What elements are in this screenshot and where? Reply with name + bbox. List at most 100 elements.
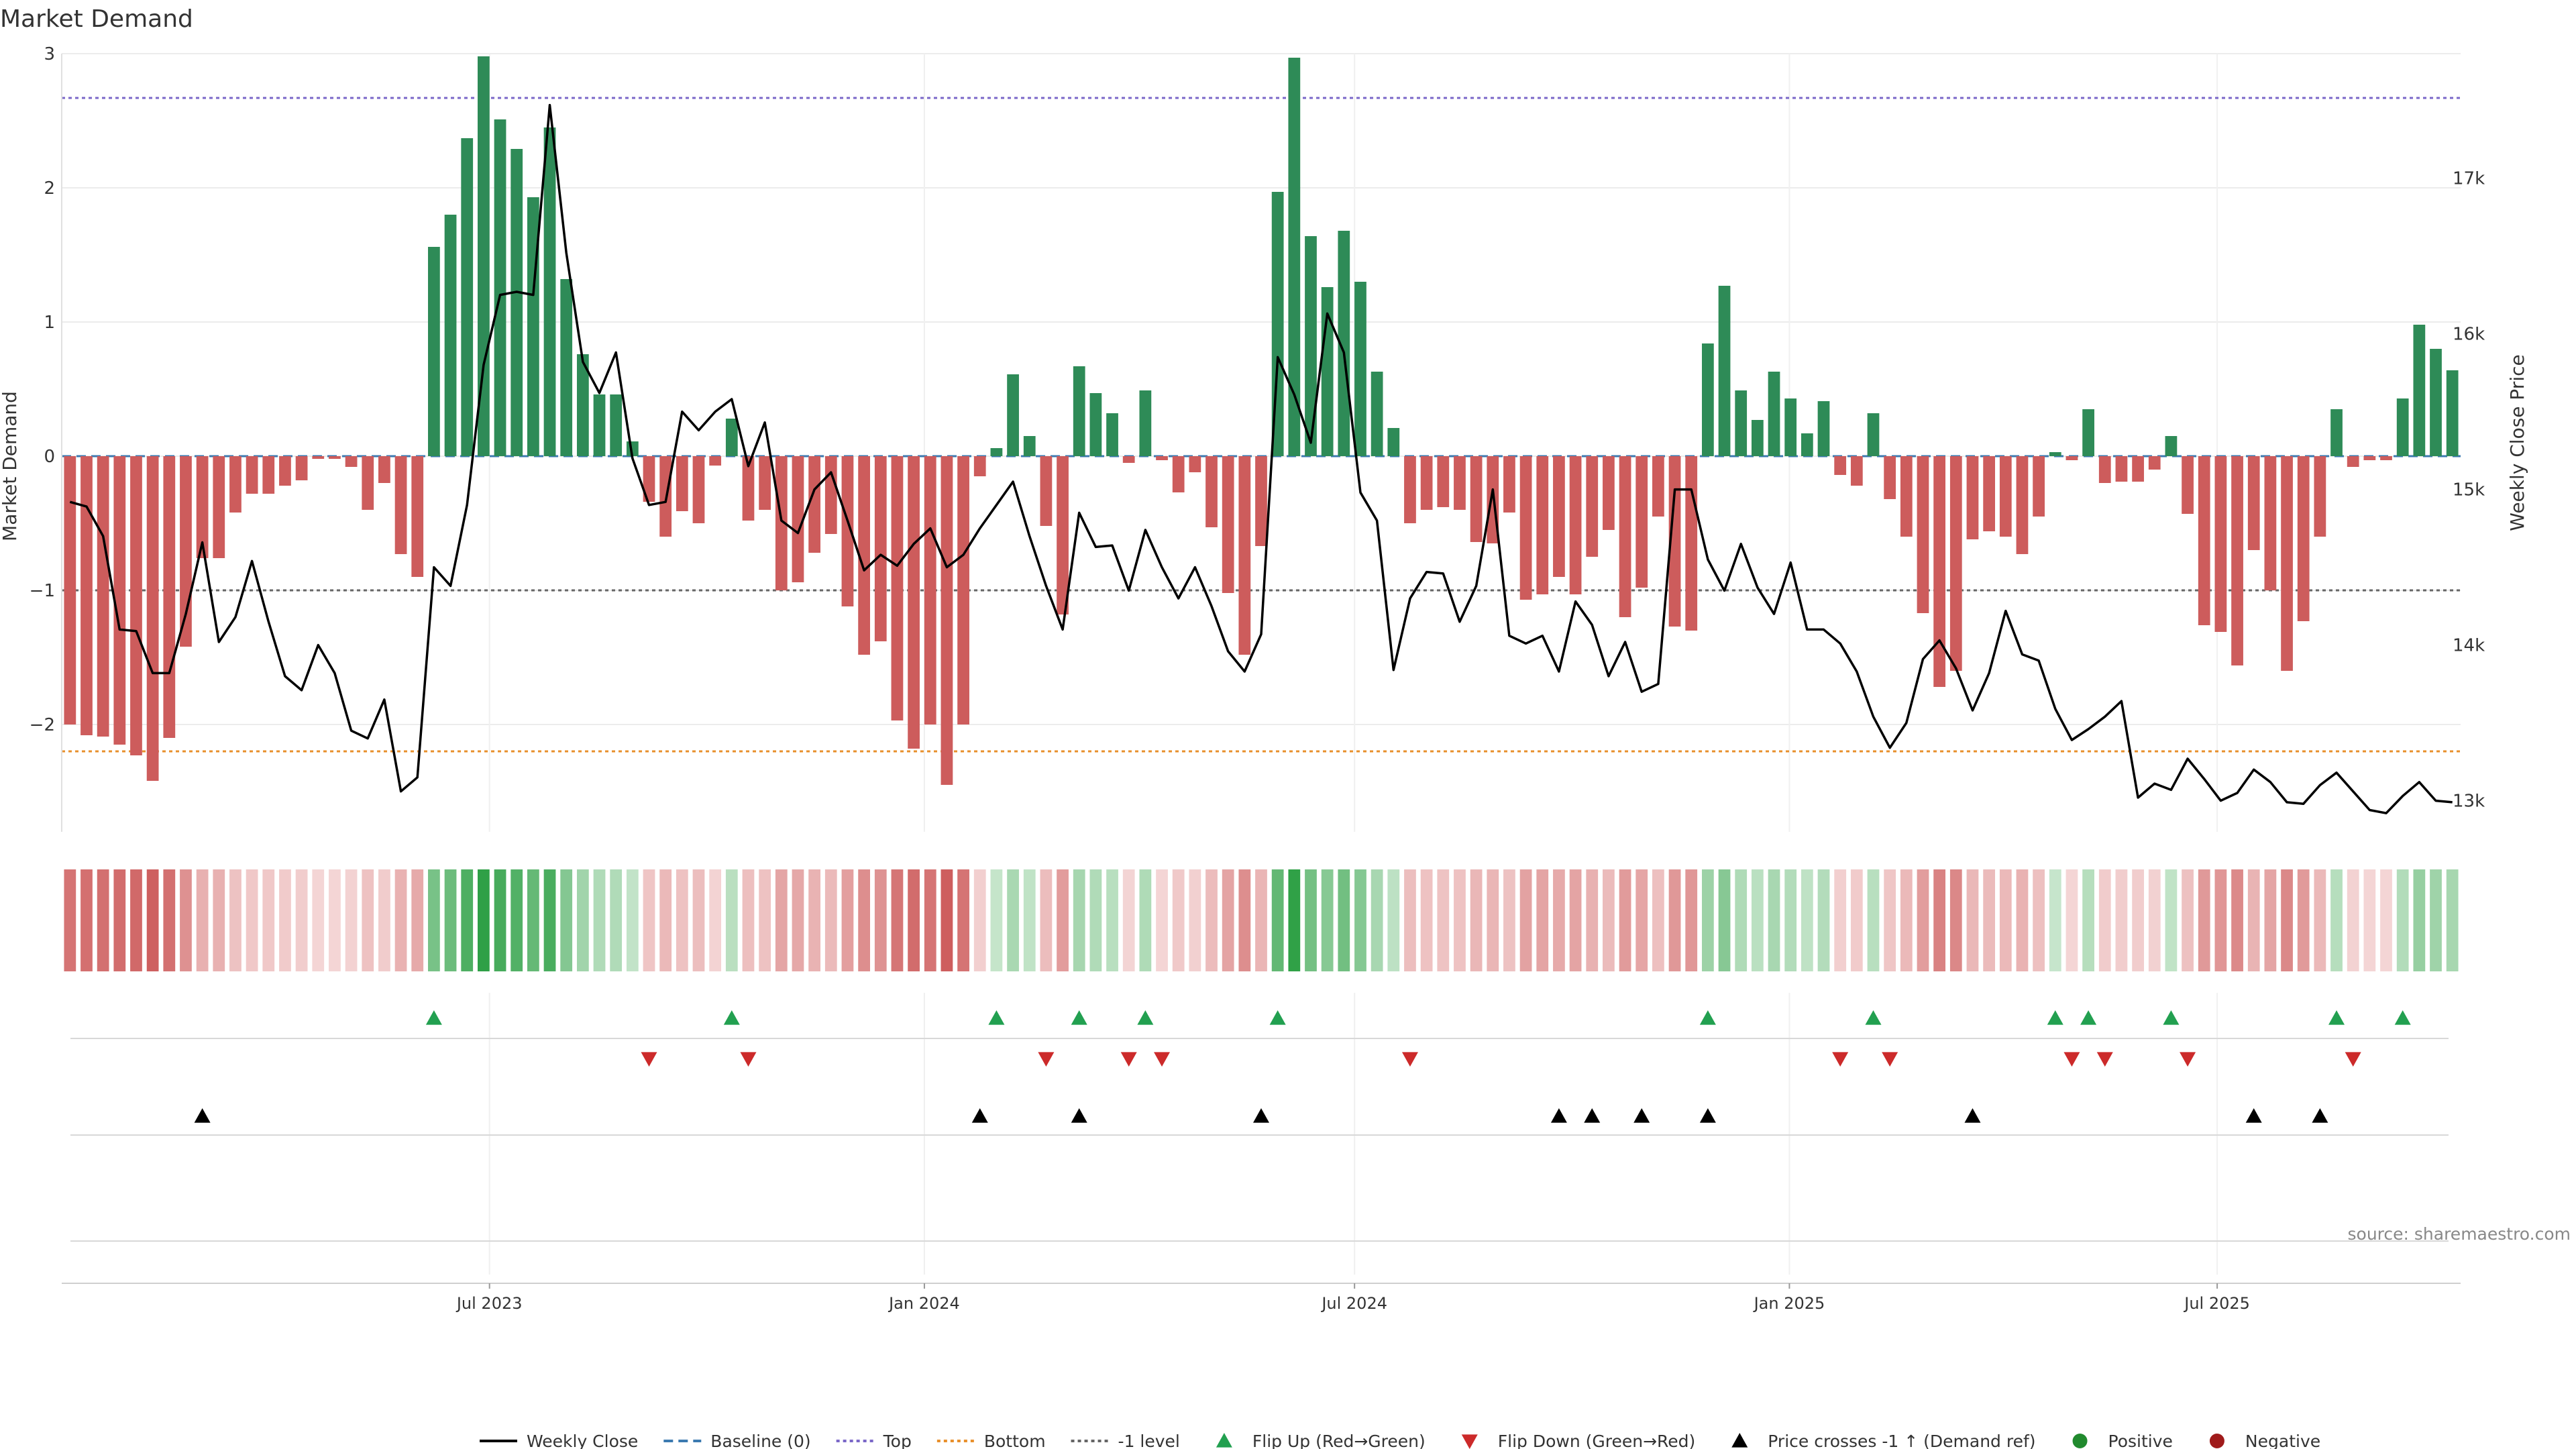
heat-cell — [1900, 869, 1913, 971]
heat-cell — [2033, 869, 2045, 971]
demand-bar — [2446, 370, 2459, 456]
heat-cell — [1867, 869, 1880, 971]
flip-up-marker — [1865, 1010, 1882, 1025]
cross-marker — [2312, 1108, 2328, 1123]
cross-marker — [1633, 1108, 1650, 1123]
legend-swatch-triangle-up — [1216, 1433, 1232, 1448]
demand-bar — [1817, 401, 1830, 456]
heat-cell — [1999, 869, 2012, 971]
heat-cell — [1057, 869, 1069, 971]
demand-bar — [1189, 456, 1201, 472]
flip-down-marker — [1401, 1052, 1418, 1067]
flip-up-marker — [1071, 1010, 1087, 1025]
heat-cell — [1073, 869, 1085, 971]
demand-bar — [1652, 456, 1664, 517]
demand-bar — [1454, 456, 1466, 510]
legend-swatch-triangle-down — [1461, 1434, 1478, 1449]
legend-item: -1 level — [1071, 1432, 1180, 1449]
flip-up-marker — [2163, 1010, 2180, 1025]
demand-bar — [2082, 409, 2094, 456]
flip-up-marker — [1269, 1010, 1286, 1025]
demand-bar — [262, 456, 275, 494]
heat-cell — [1536, 869, 1549, 971]
demand-bar — [543, 127, 556, 456]
demand-bar — [1089, 393, 1102, 456]
flip-markers — [70, 1010, 2449, 1067]
demand-bar — [2264, 456, 2277, 590]
heat-cell — [1338, 869, 1350, 971]
flip-down-marker — [740, 1052, 757, 1067]
demand-bar — [1470, 456, 1483, 542]
heat-cell — [2297, 869, 2310, 971]
demand-bar — [461, 138, 474, 456]
demand-bar — [973, 456, 986, 476]
heat-cell — [908, 869, 920, 971]
heat-cell — [1884, 869, 1896, 971]
heat-cell — [543, 869, 556, 971]
demand-bar — [2396, 398, 2409, 456]
demand-bar — [908, 456, 920, 749]
demand-bar — [246, 456, 258, 494]
heat-cell — [1850, 869, 1863, 971]
heat-cell — [1553, 869, 1565, 971]
demand-bar — [2247, 456, 2260, 550]
flip-up-marker — [723, 1010, 740, 1025]
demand-bar — [1668, 456, 1681, 627]
heat-cell — [858, 869, 870, 971]
demand-bar — [312, 456, 325, 459]
heat-cell — [113, 869, 126, 971]
flip-down-marker — [1154, 1052, 1171, 1067]
legend-label: Price crosses -1 ↑ (Demand ref) — [1768, 1432, 2035, 1449]
demand-bar — [2098, 456, 2111, 483]
heat-cell — [1603, 869, 1615, 971]
y2-tick-label: 15k — [2453, 480, 2485, 500]
demand-bar — [1205, 456, 1218, 527]
flip-up-marker — [2080, 1010, 2097, 1025]
flip-up-marker — [988, 1010, 1005, 1025]
demand-bar — [1569, 456, 1582, 594]
demand-bar — [97, 456, 109, 737]
demand-bar — [1023, 436, 1036, 456]
heat-cell — [941, 869, 953, 971]
heat-cell — [1487, 869, 1499, 971]
demand-bar — [1503, 456, 1515, 513]
demand-bar — [229, 456, 241, 513]
legend-label: Top — [883, 1432, 912, 1449]
demand-bar — [874, 456, 887, 641]
cross-marker — [1584, 1108, 1601, 1123]
heat-cell — [2363, 869, 2376, 971]
heat-cell — [1784, 869, 1797, 971]
flip-up-marker — [2328, 1010, 2345, 1025]
axes: 3 2 1 0 −1 −2 17k 16k 15k 14k 13k — [30, 44, 2485, 832]
flip-down-marker — [1120, 1052, 1137, 1067]
y-axis-label: Market Demand — [0, 391, 21, 541]
cross-marker — [1071, 1108, 1087, 1123]
legend-item: Positive — [2072, 1432, 2173, 1449]
heat-cell — [1089, 869, 1102, 971]
flip-up-marker — [1137, 1010, 1154, 1025]
heat-cell — [378, 869, 390, 971]
y2-tick-label: 13k — [2453, 792, 2485, 812]
demand-bar — [858, 456, 870, 655]
heat-cell — [1040, 869, 1053, 971]
demand-bar — [1701, 343, 1714, 456]
heat-cell — [1735, 869, 1748, 971]
y2-tick-label: 16k — [2453, 325, 2485, 345]
heat-cell — [1271, 869, 1284, 971]
demand-bar — [676, 456, 688, 511]
heat-cell — [1139, 869, 1152, 971]
heat-cell — [146, 869, 159, 971]
flip-down-marker — [1882, 1052, 1898, 1067]
heat-cell — [2016, 869, 2029, 971]
heat-cell — [2082, 869, 2094, 971]
heat-cell — [1321, 869, 1334, 971]
cross-marker — [194, 1108, 211, 1123]
heat-cell — [362, 869, 374, 971]
heat-cell — [2065, 869, 2078, 971]
heat-cell — [1156, 869, 1168, 971]
demand-bar — [1801, 433, 1813, 456]
heat-cell — [643, 869, 655, 971]
legend-label: Bottom — [984, 1432, 1046, 1449]
demand-bar — [2214, 456, 2227, 632]
